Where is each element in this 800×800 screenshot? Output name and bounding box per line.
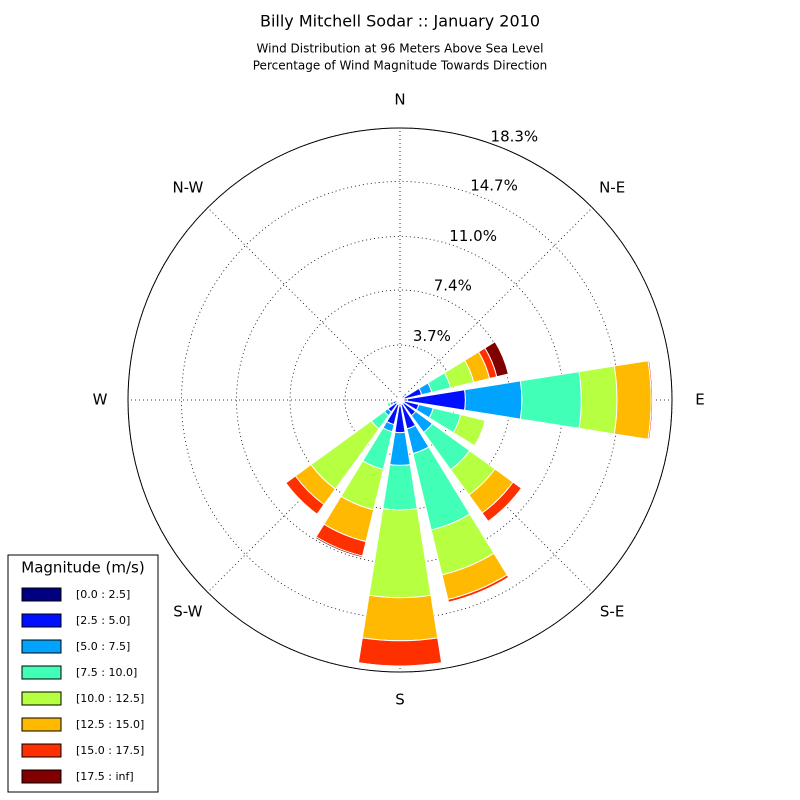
wind-segment: [519, 371, 582, 429]
spoke: [207, 207, 401, 401]
direction-label: N-E: [599, 178, 625, 196]
legend-label: [7.5 : 10.0]: [76, 666, 137, 679]
wind-segment: [578, 365, 618, 435]
legend-swatch: [21, 613, 62, 628]
wind-segment: [358, 662, 442, 667]
legend-label: [0.0 : 2.5]: [76, 588, 130, 601]
r-tick-label: 14.7%: [470, 176, 518, 194]
wind-segment: [386, 402, 390, 408]
direction-label: N: [394, 91, 405, 109]
direction-label: W: [93, 391, 108, 409]
legend-label: [5.0 : 7.5]: [76, 640, 130, 653]
wind-segment: [484, 341, 509, 378]
direction-label: N-W: [172, 178, 203, 196]
spoke: [399, 207, 593, 401]
wind-segment: [649, 360, 654, 440]
r-tick-label: 18.3%: [491, 127, 539, 145]
wind-segment: [613, 360, 652, 440]
wind-segment: [382, 464, 418, 511]
legend-label: [15.0 : 17.5]: [76, 744, 144, 757]
direction-label: S: [395, 691, 405, 709]
legend-swatch: [21, 587, 62, 602]
chart-subtitle: Percentage of Wind Magnitude Towards Dir…: [253, 59, 547, 73]
legend-swatch: [21, 743, 62, 758]
wind-segment: [357, 637, 443, 667]
r-tick-label: 11.0%: [449, 227, 497, 245]
wind-segment: [404, 392, 408, 396]
r-tick-label: 7.4%: [434, 276, 472, 294]
outer-circle: [127, 127, 673, 673]
r-tick-label: 3.7%: [413, 327, 451, 345]
chart-title: Billy Mitchell Sodar :: January 2010: [260, 12, 540, 31]
legend-label: [17.5 : inf]: [76, 770, 134, 783]
direction-label: E: [695, 391, 704, 409]
wind-segment: [285, 482, 318, 515]
wind-segment: [361, 594, 439, 642]
legend-title: Magnitude (m/s): [21, 559, 144, 577]
wind-segment: [389, 431, 411, 466]
legend-swatch: [21, 769, 62, 784]
legend-swatch: [21, 639, 62, 654]
wind-segment: [314, 536, 364, 559]
legend-label: [2.5 : 5.0]: [76, 614, 130, 627]
direction-label: S-W: [173, 603, 202, 621]
wind-segment: [464, 380, 523, 420]
chart-subtitle: Wind Distribution at 96 Meters Above Sea…: [257, 42, 544, 56]
legend-label: [12.5 : 15.0]: [76, 718, 144, 731]
legend-label: [10.0 : 12.5]: [76, 692, 144, 705]
wind-segment: [368, 508, 432, 599]
legend-swatch: [21, 691, 62, 706]
legend-swatch: [21, 717, 62, 732]
legend-swatch: [21, 665, 62, 680]
direction-label: S-E: [600, 603, 624, 621]
